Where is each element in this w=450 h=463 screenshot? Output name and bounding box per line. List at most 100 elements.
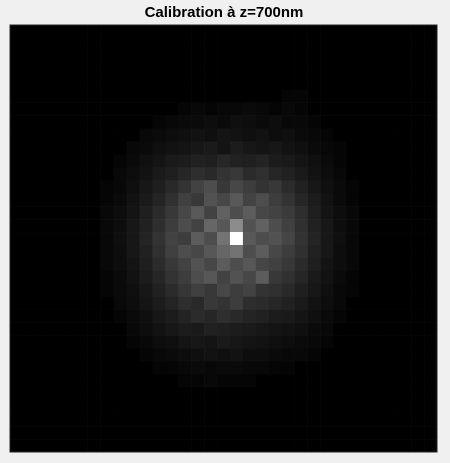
pixel — [178, 413, 192, 427]
pixel — [242, 25, 257, 39]
pixel — [10, 180, 24, 194]
pixel — [411, 167, 425, 181]
pixel — [139, 76, 153, 90]
pixel — [242, 322, 257, 336]
pixel — [204, 296, 218, 310]
pixel — [74, 335, 88, 349]
pixel — [100, 128, 114, 142]
pixel — [385, 50, 399, 65]
pixel — [22, 322, 37, 336]
pixel — [126, 244, 140, 259]
pixel — [48, 309, 63, 323]
pixel — [333, 50, 347, 65]
pixel — [191, 180, 205, 194]
pixel — [178, 257, 192, 272]
pixel — [204, 257, 218, 272]
pixel — [139, 63, 153, 78]
pixel — [48, 413, 63, 427]
pixel — [10, 270, 24, 285]
pixel — [398, 270, 412, 285]
pixel — [333, 232, 347, 246]
pixel — [307, 141, 321, 155]
pixel — [411, 257, 425, 272]
pixel — [281, 374, 295, 388]
pixel — [294, 193, 308, 207]
pixel — [48, 37, 63, 52]
pixel — [359, 219, 373, 233]
pixel — [242, 309, 257, 323]
pixel — [411, 193, 425, 207]
pixel — [178, 309, 192, 323]
pixel — [165, 25, 179, 39]
pixel — [178, 167, 192, 181]
pixel — [74, 219, 88, 233]
pixel — [385, 180, 399, 194]
pixel — [74, 115, 88, 129]
pixel — [126, 128, 140, 142]
pixel — [333, 426, 347, 440]
pixel — [100, 167, 114, 181]
pixel — [165, 283, 179, 298]
pixel — [281, 309, 295, 323]
pixel — [359, 244, 373, 259]
pixel — [424, 167, 438, 181]
pixel — [346, 257, 360, 272]
pixel — [372, 374, 386, 388]
pixel — [191, 25, 205, 39]
pixel — [242, 426, 257, 440]
pixel — [307, 37, 321, 52]
pixel — [126, 76, 140, 90]
pixel — [100, 387, 114, 401]
pixel — [178, 37, 192, 52]
pixel — [424, 206, 438, 220]
pixel — [74, 400, 88, 414]
pixel — [346, 348, 360, 362]
pixel — [204, 270, 218, 285]
pixel — [152, 309, 166, 323]
pixel — [281, 387, 295, 401]
pixel — [307, 335, 321, 349]
pixel — [152, 335, 166, 349]
pixel — [74, 141, 88, 155]
pixel — [191, 128, 205, 142]
pixel — [152, 257, 166, 272]
pixel — [191, 115, 205, 129]
pixel — [333, 89, 347, 103]
pixel — [61, 244, 75, 259]
pixel — [320, 154, 334, 168]
pixel — [268, 141, 283, 155]
pixel — [320, 141, 334, 155]
pixel — [424, 63, 438, 78]
pixel — [359, 141, 373, 155]
pixel — [307, 270, 321, 285]
pixel — [74, 167, 88, 181]
pixel — [398, 167, 412, 181]
pixel — [398, 206, 412, 220]
pixel — [204, 141, 218, 155]
pixel — [178, 244, 192, 259]
pixel — [242, 89, 257, 103]
pixel — [126, 115, 140, 129]
pixel — [100, 296, 114, 310]
pixel — [61, 141, 75, 155]
pixel — [268, 283, 283, 298]
pixel — [255, 374, 270, 388]
pixel — [35, 335, 50, 349]
pixel — [255, 309, 270, 323]
pixel — [35, 76, 50, 90]
pixel — [255, 257, 270, 272]
pixel — [398, 413, 412, 427]
pixel — [139, 374, 153, 388]
pixel — [268, 232, 283, 246]
pixel — [359, 232, 373, 246]
pixel — [10, 361, 24, 375]
pixel — [294, 232, 308, 246]
pixel — [204, 232, 218, 246]
pixel — [48, 374, 63, 388]
pixel — [346, 115, 360, 129]
pixel — [139, 180, 153, 194]
pixel — [126, 180, 140, 194]
pixel — [411, 232, 425, 246]
pixel — [385, 335, 399, 349]
